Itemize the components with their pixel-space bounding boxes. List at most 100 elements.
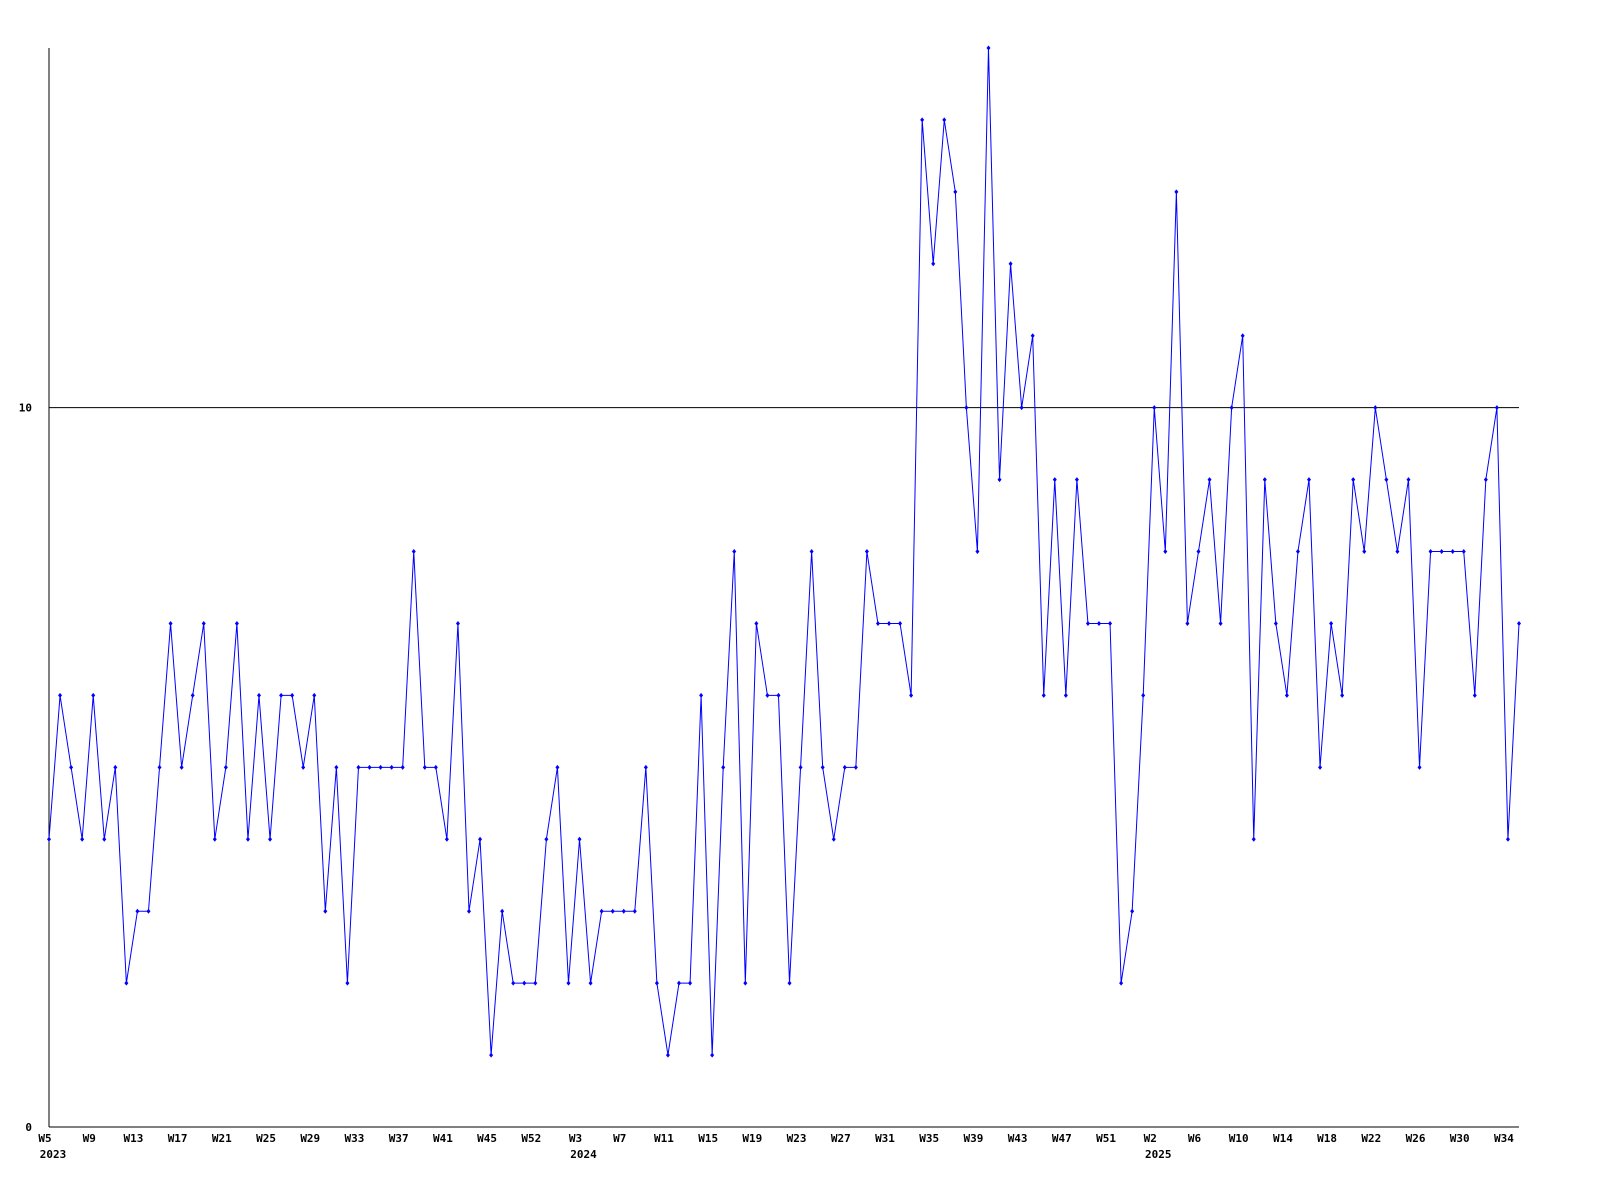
data-point [754,620,759,626]
data-point [1141,692,1146,698]
data-point [909,692,914,698]
data-point [1008,261,1013,267]
data-point [1439,549,1444,555]
data-point [190,692,195,698]
data-point [643,764,648,770]
data-point [1483,477,1488,483]
data-point [1450,549,1455,555]
data-point [102,836,107,842]
data-point [1373,405,1378,411]
data-point [1295,549,1300,555]
data-point [853,764,858,770]
data-point [710,1052,715,1058]
data-point [1030,333,1035,339]
y-tick-label: 10 [19,402,32,415]
data-point [1329,620,1334,626]
y-tick-label: 0 [25,1121,32,1134]
data-point [688,980,693,986]
data-point [411,549,416,555]
data-point [1108,620,1113,626]
data-point [257,692,261,698]
data-point [511,980,516,986]
data-point [721,764,726,770]
year-label: 2025 [1145,1148,1172,1161]
data-point [489,1052,494,1058]
x-tick-label: W7 [613,1132,626,1145]
data-point [1472,692,1477,698]
x-tick-label: W33 [345,1132,365,1145]
x-tick-label: W34 [1494,1132,1514,1145]
data-point [467,908,471,914]
data-point [1461,549,1466,555]
data-point [677,980,681,986]
x-tick-label: W29 [300,1132,320,1145]
year-label: 2023 [40,1148,67,1161]
data-point [665,1052,670,1058]
x-tick-label: W18 [1317,1132,1337,1145]
data-point [1362,549,1367,555]
data-point [1063,692,1068,698]
data-point [831,836,836,842]
data-point [135,908,140,914]
data-point [146,908,151,914]
data-point [699,692,704,698]
data-point [809,549,814,555]
data-point [179,764,184,770]
data-point [1130,908,1135,914]
data-point [887,620,891,626]
data-point [1196,549,1201,555]
data-point [975,549,980,555]
data-point [290,692,295,698]
x-tick-label: W43 [1008,1132,1028,1145]
x-tick-label: W26 [1406,1132,1426,1145]
data-point [1406,477,1411,483]
data-point [776,692,781,698]
data-point [1318,764,1323,770]
data-point [1019,405,1024,411]
data-point [323,908,328,914]
data-point [91,692,96,698]
data-point [820,764,825,770]
data-point [268,836,273,842]
data-point [334,764,339,770]
data-point [223,764,228,770]
data-point [389,764,394,770]
data-point [1284,692,1289,698]
data-point [58,692,63,698]
x-tick-label: W10 [1229,1132,1249,1145]
x-tick-label: W3 [569,1132,582,1145]
data-point [920,117,925,123]
x-tick-label: W13 [123,1132,143,1145]
data-point [168,620,173,626]
data-point [842,764,847,770]
year-label: 2024 [570,1148,597,1161]
data-point [1395,549,1400,555]
data-point [455,620,460,626]
data-point [1417,764,1422,770]
data-point [1174,189,1179,195]
x-tick-label: W41 [433,1132,453,1145]
x-tick-label: W39 [963,1132,983,1145]
x-tick-label: W11 [654,1132,674,1145]
data-point [898,620,903,626]
data-point [422,764,427,770]
x-tick-label: W30 [1450,1132,1470,1145]
data-point [544,836,549,842]
data-point [1273,620,1278,626]
data-point [378,764,383,770]
data-point [1185,620,1190,626]
data-point [621,908,626,914]
data-point [201,620,206,626]
data-point [157,764,162,770]
x-tick-label: W37 [389,1132,409,1145]
x-tick-label: W47 [1052,1132,1072,1145]
data-point [654,980,659,986]
data-point [1052,477,1057,483]
data-point [113,764,118,770]
data-point [1119,980,1124,986]
data-point [1384,477,1389,483]
x-tick-label: W14 [1273,1132,1293,1145]
data-point [312,692,317,698]
data-point [245,836,250,842]
data-point [610,908,615,914]
